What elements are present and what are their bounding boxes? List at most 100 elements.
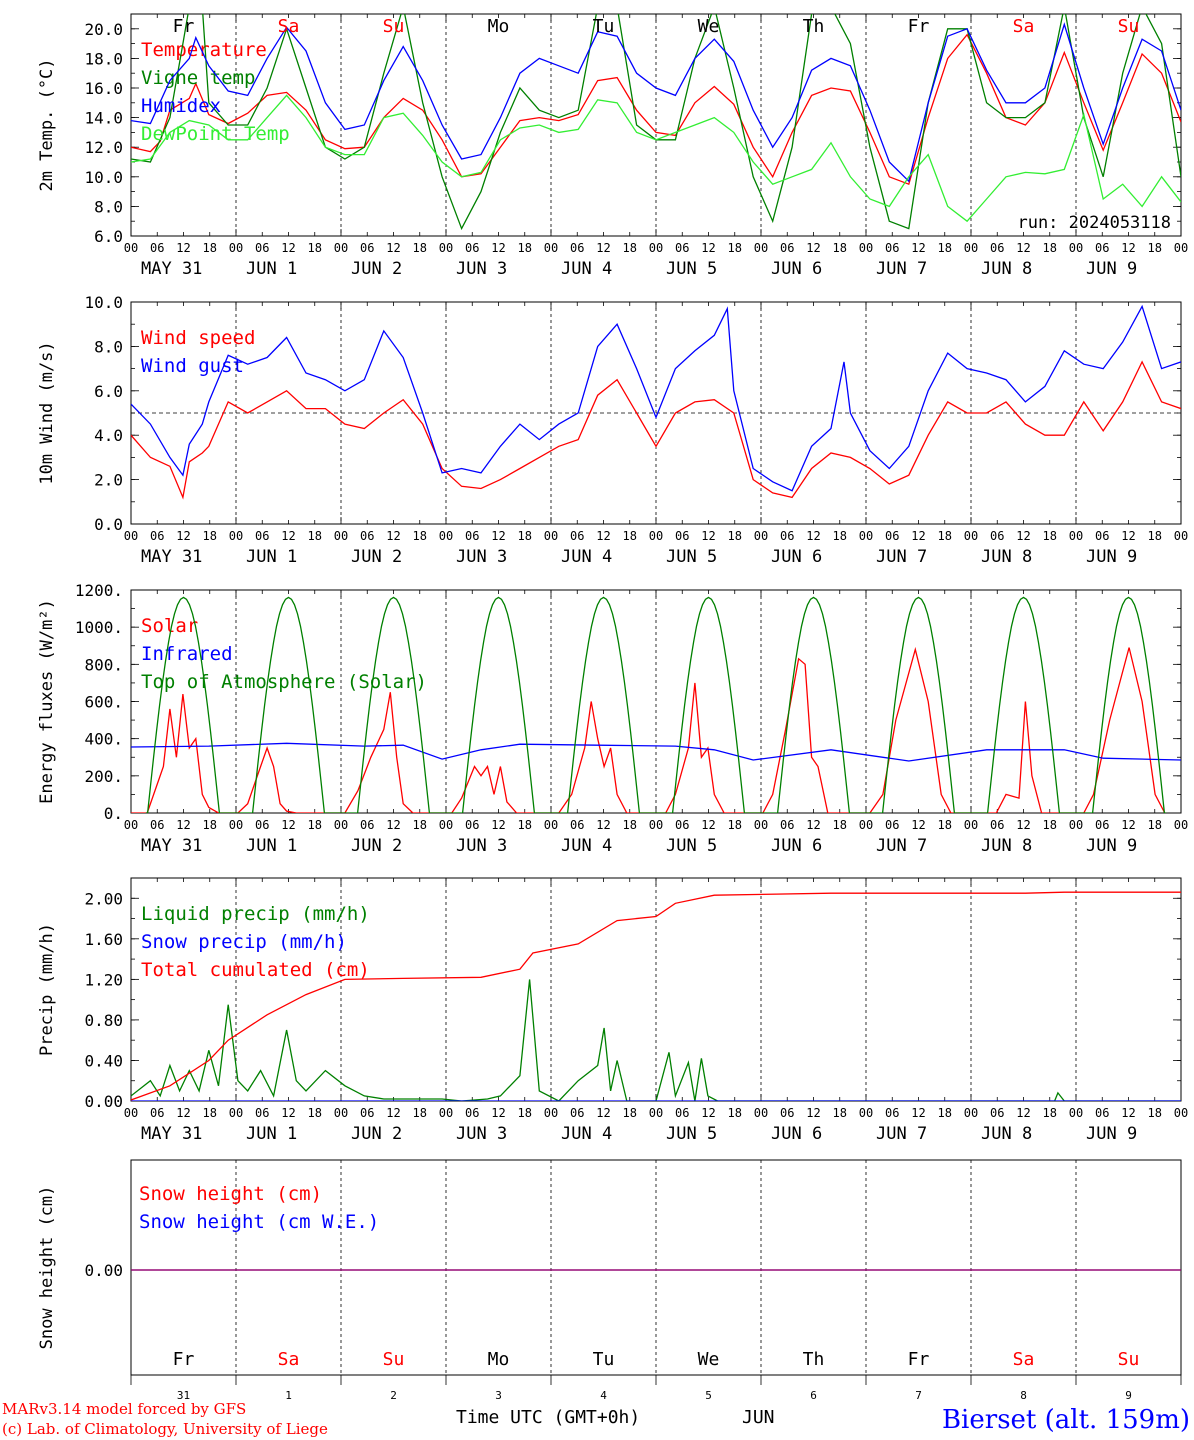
hour-tick-label: 06 [255,529,269,543]
hour-tick-label: 18 [1148,529,1162,543]
hour-tick-label: 00 [334,1106,348,1120]
series-line [131,646,1166,813]
legend-entry: Wind speed [141,327,255,349]
hour-tick-label: 00 [544,818,558,832]
y-tick-label: 1.60 [84,930,123,949]
hour-tick-label: 12 [386,529,400,543]
date-label: MAY 31 [141,1124,202,1144]
hour-tick-label: 00 [1069,529,1083,543]
hour-tick-label: 12 [1016,529,1030,543]
legend-entry: Liquid precip (mm/h) [141,903,370,925]
series-line [131,891,1181,1101]
hour-tick-label: 12 [701,241,715,255]
hour-tick-label: 18 [728,529,742,543]
legend-entry: DewPoint Temp [141,123,290,145]
date-label: JUN 8 [981,547,1032,567]
y-tick-label: 20.0 [84,20,123,39]
hour-tick-label: 00 [439,1106,453,1120]
hour-tick-label: 06 [1095,1106,1109,1120]
hour-tick-label: 00 [964,1106,978,1120]
date-label: JUN 1 [246,1124,297,1144]
hour-tick-label: 00 [1069,818,1083,832]
hour-tick-label: 00 [859,1106,873,1120]
hour-tick-label: 12 [701,1106,715,1120]
hour-tick-label: 06 [990,818,1004,832]
hour-tick-label: 12 [806,818,820,832]
series-line [131,14,1181,231]
date-label: JUN 2 [351,259,402,279]
hour-tick-label: 00 [229,241,243,255]
series-line [131,33,1181,186]
hour-tick-label: 00 [229,529,243,543]
date-label: MAY 31 [141,547,202,567]
date-label: JUN 4 [561,1124,612,1144]
hour-tick-label: 06 [360,529,374,543]
hour-tick-label: 00 [229,818,243,832]
hour-tick-label: 00 [1174,241,1188,255]
hour-tick-label: 06 [675,818,689,832]
date-label: JUN 7 [876,547,927,567]
hour-tick-label: 00 [124,818,138,832]
date-label: JUN 3 [456,836,507,856]
day-number: 2 [390,1389,397,1402]
hour-tick-label: 18 [938,241,952,255]
hour-tick-label: 18 [1148,1106,1162,1120]
date-label: JUN 8 [981,836,1032,856]
hour-tick-label: 18 [728,241,742,255]
y-tick-label: 0. [104,804,123,823]
hour-tick-label: 06 [570,1106,584,1120]
day-label: Tu [593,16,615,37]
hour-tick-label: 00 [1174,818,1188,832]
date-label: JUN 2 [351,547,402,567]
y-tick-label: 16.0 [84,79,123,98]
y-tick-label: 0.00 [84,1261,123,1280]
date-label: JUN 8 [981,259,1032,279]
hour-tick-label: 12 [281,818,295,832]
hour-tick-label: 00 [754,1106,768,1120]
hour-tick-label: 00 [649,241,663,255]
hour-tick-label: 12 [386,818,400,832]
hour-tick-label: 00 [754,529,768,543]
hour-tick-label: 18 [518,241,532,255]
hour-tick-label: 06 [360,241,374,255]
panel-1: 00 06 12 18 00 06 12 18 00 06 12 18 00 06 12 18 00 06 12 18… [37,13,1188,279]
hour-tick-label: 12 [596,241,610,255]
hour-tick-label: 18 [203,818,217,832]
date-label: JUN 8 [981,1124,1032,1144]
hour-tick-label: 18 [938,818,952,832]
date-label: JUN 7 [876,259,927,279]
hour-tick-label: 00 [544,1106,558,1120]
hour-tick-label: 12 [1016,241,1030,255]
hour-tick-label: 12 [176,1106,190,1120]
day-label: Sa [278,1349,300,1370]
hour-tick-label: 00 [649,818,663,832]
hour-tick-label: 06 [465,1106,479,1120]
y-tick-label: 10.0 [84,168,123,187]
day-label: Fr [908,1349,930,1370]
hour-tick-label: 06 [780,241,794,255]
date-label: JUN 2 [351,836,402,856]
y-axis-label: 10m Wind (m/s) [37,341,57,484]
hour-tick-label: 06 [885,241,899,255]
hour-tick-label: 18 [413,818,427,832]
date-label: JUN 6 [771,836,822,856]
hour-tick-label: 12 [176,241,190,255]
date-label: JUN 6 [771,1124,822,1144]
hour-tick-label: 06 [150,529,164,543]
y-tick-label: 4.0 [94,426,123,445]
y-axis-label: Snow height (cm) [37,1186,57,1350]
hour-tick-label: 18 [518,1106,532,1120]
date-label: JUN 3 [456,547,507,567]
day-label: Su [383,16,405,37]
plot-frame [130,589,1182,814]
day-number: 31 [177,1389,190,1402]
hour-tick-label: 00 [964,529,978,543]
date-label: JUN 1 [246,836,297,856]
y-tick-label: 18.0 [84,49,123,68]
date-label: JUN 9 [1086,836,1137,856]
legend-entry: Total cumulated (cm) [141,959,370,981]
legend-entry: Temperature [141,39,267,61]
hour-tick-label: 18 [308,241,322,255]
y-tick-label: 0.0 [94,515,123,534]
hour-tick-label: 00 [439,529,453,543]
